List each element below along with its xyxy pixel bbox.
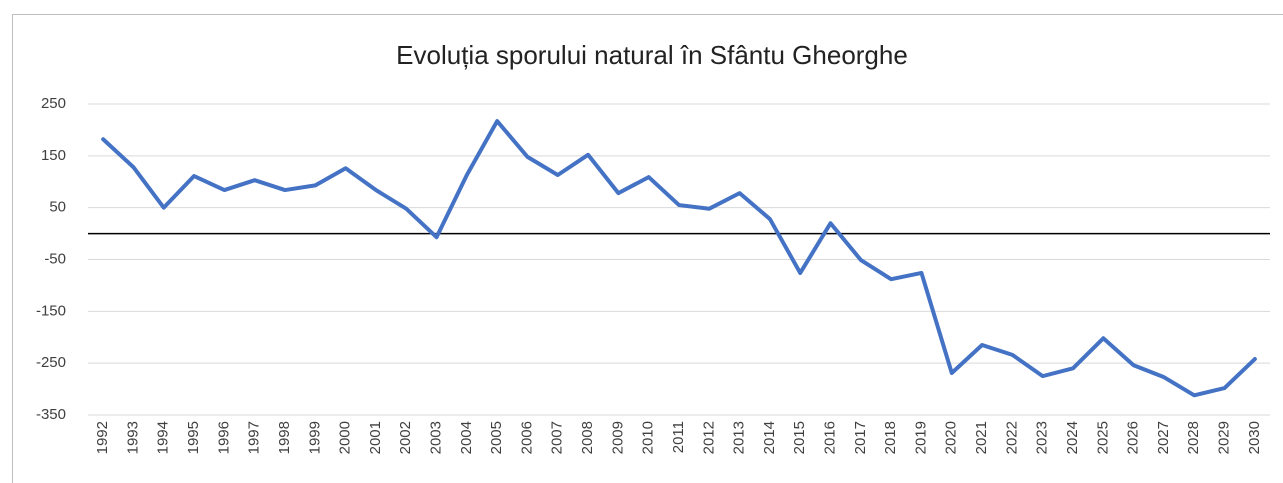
x-tick-label: 2021 (973, 421, 990, 454)
x-tick-label: 2012 (700, 421, 717, 454)
x-tick-label: 2009 (609, 421, 626, 454)
x-tick-label: 2019 (912, 421, 929, 454)
x-tick-label: 2024 (1064, 421, 1081, 454)
x-tick-label: 2003 (428, 421, 445, 454)
x-tick-label: 2028 (1185, 421, 1202, 454)
y-tick-label: 50 (49, 199, 66, 216)
series-line (101, 119, 1257, 398)
x-tick-label: 2006 (518, 421, 535, 454)
x-tick-label: 1999 (306, 421, 323, 454)
x-tick-label: 2002 (397, 421, 414, 454)
y-tick-label: 250 (41, 95, 66, 112)
x-tick-label: 2027 (1155, 421, 1172, 454)
x-tick-label: 2018 (882, 421, 899, 454)
x-tick-label: 1993 (124, 421, 141, 454)
y-tick-label: -50 (44, 250, 66, 267)
x-tick-label: 2007 (549, 421, 566, 454)
y-tick-label: 150 (41, 147, 66, 164)
x-tick-label: 2017 (852, 421, 869, 454)
x-tick-label: 2023 (1034, 421, 1051, 454)
chart-title: Evoluția sporului natural în Sfântu Gheo… (396, 40, 908, 70)
x-tick-label: 2011 (670, 421, 687, 453)
x-tick-label: 2001 (367, 421, 384, 454)
x-tick-label: 2026 (1125, 421, 1142, 454)
x-tick-label: 2015 (791, 421, 808, 454)
x-tick-label: 1992 (94, 421, 111, 454)
x-tick-label: 1997 (246, 421, 263, 454)
x-tick-label: 1998 (276, 421, 293, 454)
x-tick-label: 2004 (458, 421, 475, 454)
x-tick-label: 2030 (1246, 421, 1263, 454)
x-tick-label: 2014 (761, 421, 778, 454)
y-tick-label: -150 (36, 302, 66, 319)
y-tick-label: -250 (36, 354, 66, 371)
x-tick-label: 2029 (1216, 421, 1233, 454)
chart-frame (12, 14, 1283, 483)
x-tick-label: 2020 (943, 421, 960, 454)
x-tick-label: 2022 (1003, 421, 1020, 454)
x-tick-label: 1995 (185, 421, 202, 454)
x-tick-label: 2016 (822, 421, 839, 454)
x-tick-label: 2025 (1094, 421, 1111, 454)
x-tick-label: 1996 (215, 421, 232, 454)
x-tick-label: 2005 (488, 421, 505, 454)
x-tick-label: 2008 (579, 421, 596, 454)
x-tick-label: 2000 (337, 421, 354, 454)
y-tick-label: -350 (36, 406, 66, 423)
x-tick-label: 2010 (640, 421, 657, 454)
x-tick-label: 1994 (155, 421, 172, 454)
x-tick-label: 2013 (731, 421, 748, 454)
